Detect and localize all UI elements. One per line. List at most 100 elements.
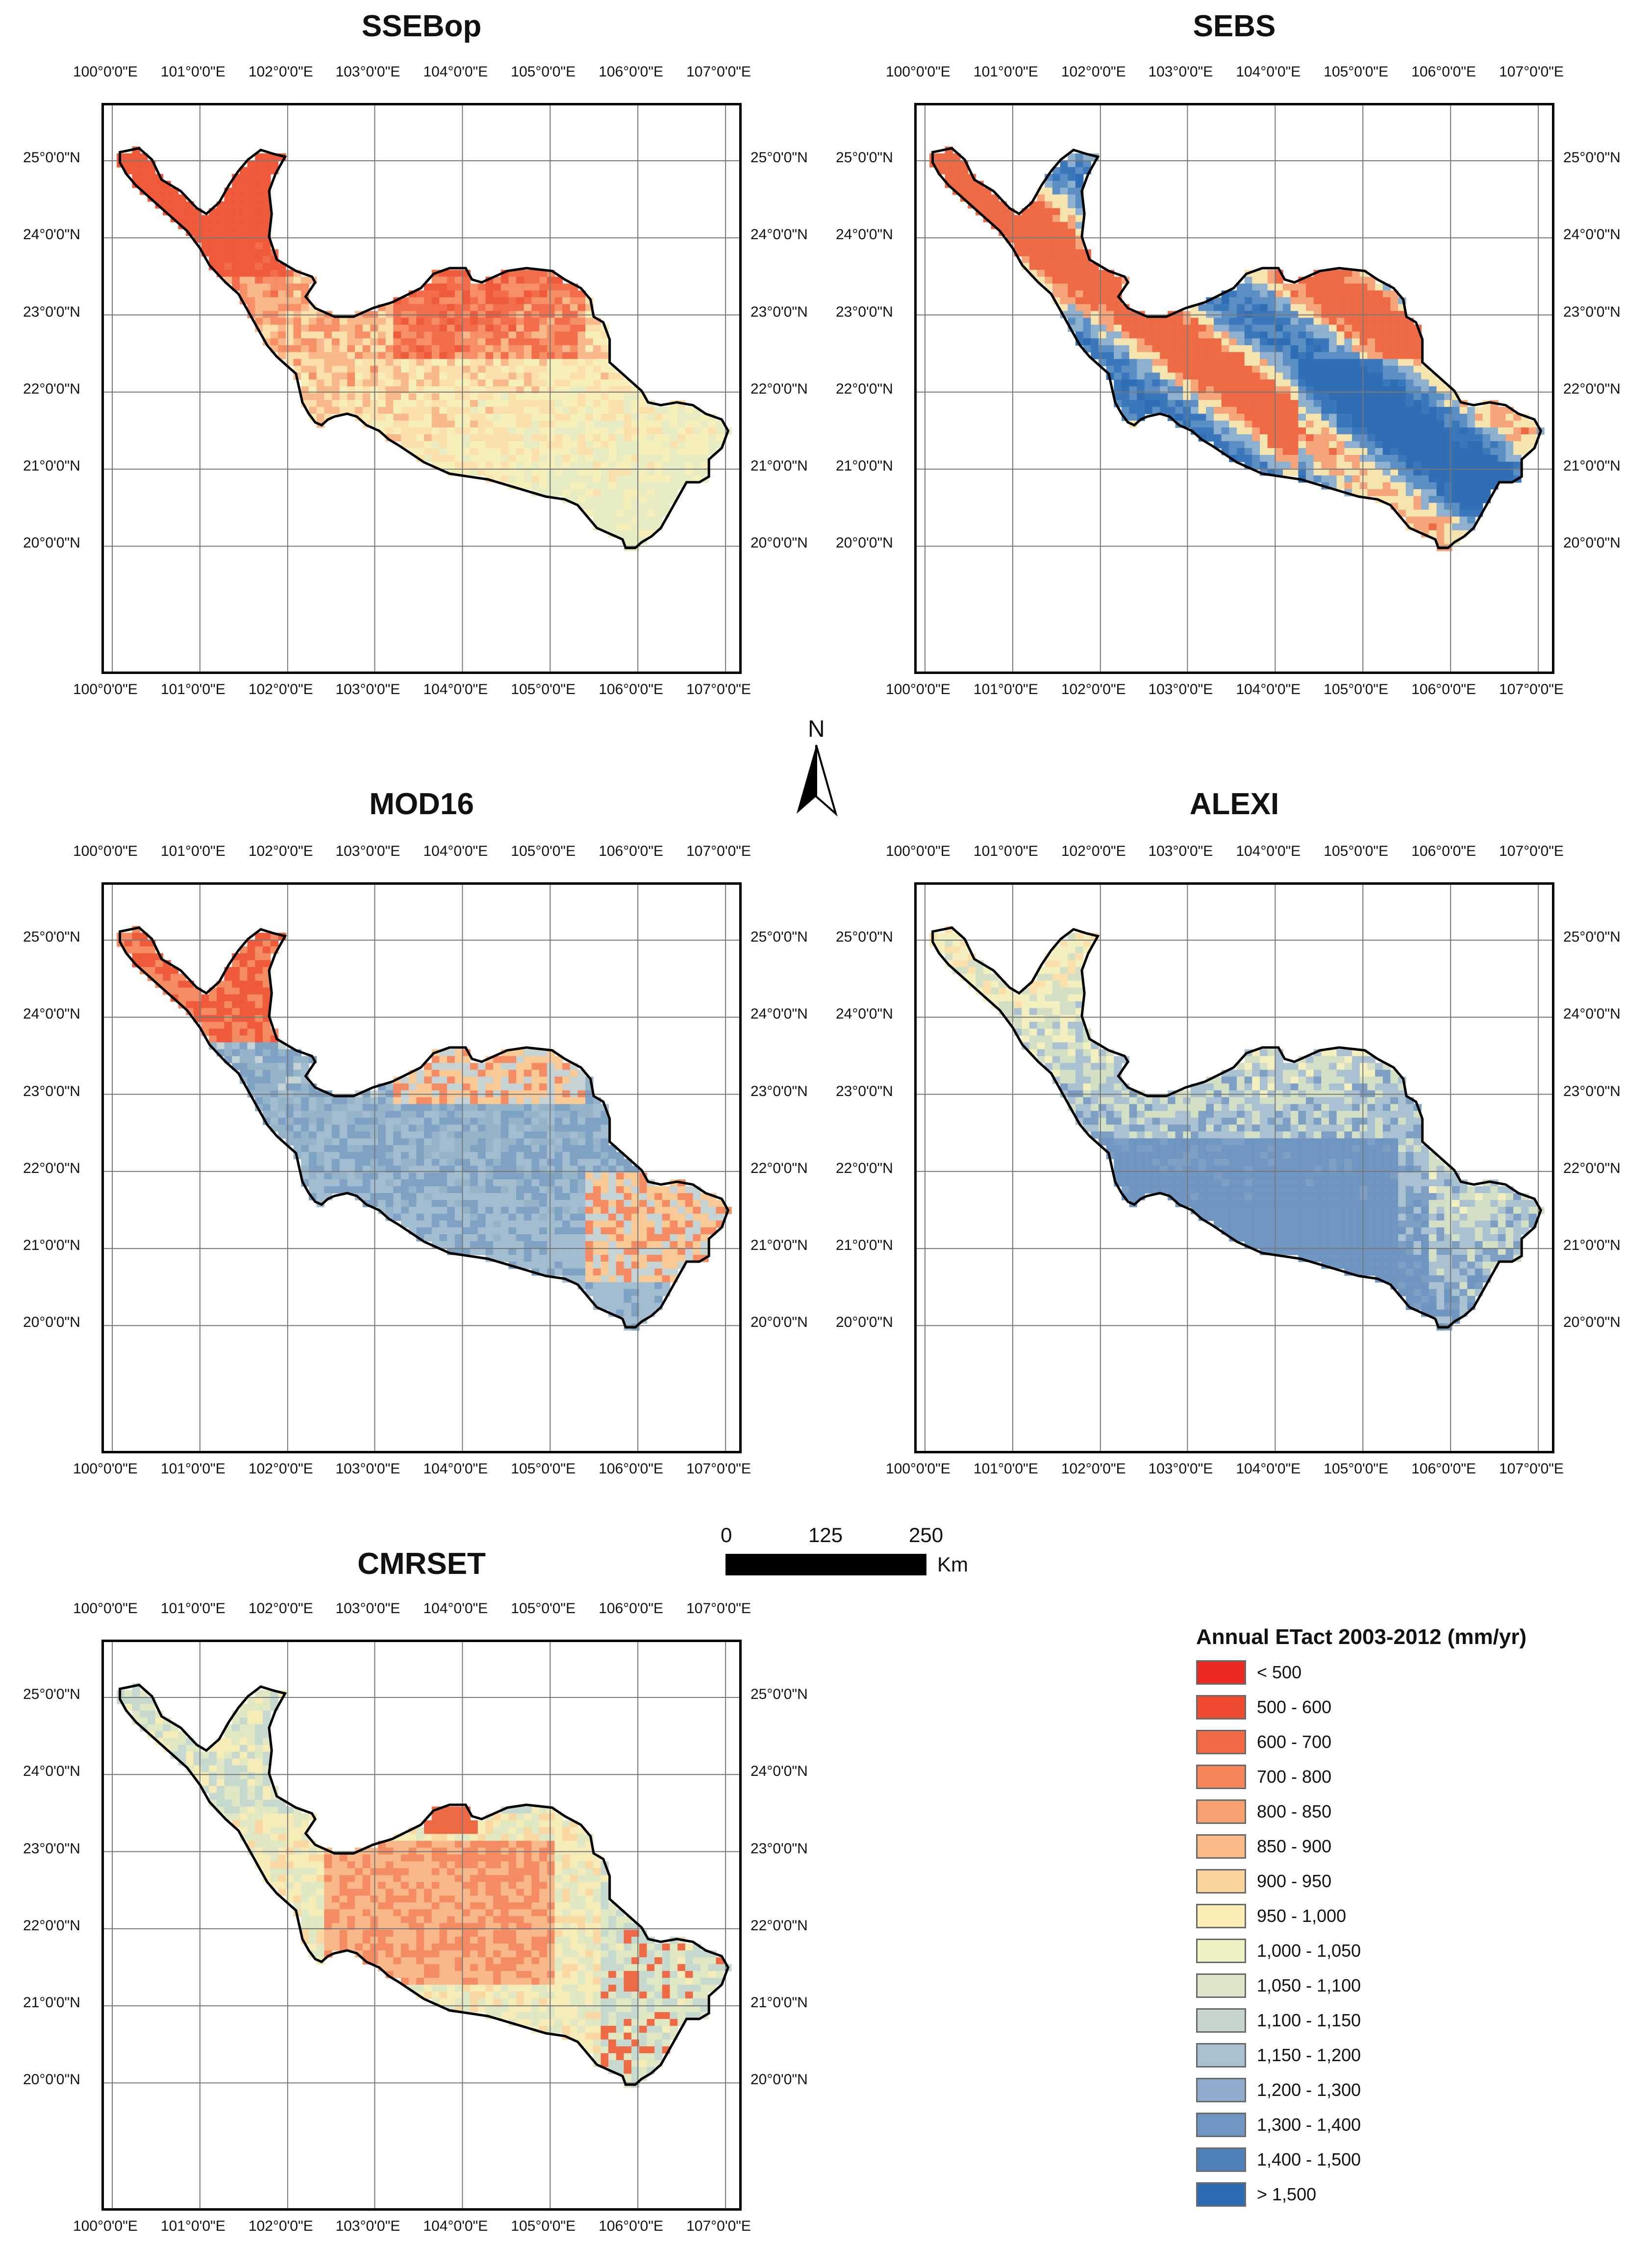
latitude-label: 22°0'0"N [23, 1160, 80, 1176]
longitude-label: 106°0'0"E [1411, 1461, 1476, 1477]
latitude-label: 22°0'0"N [1563, 1160, 1621, 1176]
et-raster [929, 146, 1545, 551]
latitude-label: 22°0'0"N [750, 1160, 808, 1176]
longitude-label: 103°0'0"E [335, 1461, 400, 1477]
latitude-label: 25°0'0"N [836, 150, 893, 166]
longitude-label: 105°0'0"E [511, 843, 576, 859]
legend-swatch [1196, 1765, 1246, 1789]
legend-swatch [1196, 2008, 1246, 2033]
latitude-label: 23°0'0"N [1563, 1083, 1621, 1099]
latitude-label: 23°0'0"N [23, 303, 80, 320]
legend-swatch [1196, 2043, 1246, 2068]
latitude-label: 21°0'0"N [1563, 458, 1621, 474]
north-arrow-icon [794, 716, 838, 821]
longitude-label: 102°0'0"E [1061, 843, 1126, 859]
latitude-label: 22°0'0"N [23, 380, 80, 397]
latitude-label: 24°0'0"N [836, 226, 893, 243]
legend-label: 500 - 600 [1257, 1697, 1332, 1717]
longitude-label: 103°0'0"E [335, 64, 400, 80]
longitude-label: 104°0'0"E [1236, 1461, 1301, 1477]
map-canvas [104, 1642, 739, 2208]
latitude-label: 22°0'0"N [836, 1160, 893, 1176]
longitude-label: 100°0'0"E [73, 64, 138, 80]
longitude-label: 102°0'0"E [248, 1461, 313, 1477]
longitude-label: 101°0'0"E [973, 843, 1038, 859]
latitude-label: 24°0'0"N [23, 1763, 80, 1780]
legend-swatch [1196, 2147, 1246, 2172]
longitude-label: 100°0'0"E [885, 64, 950, 80]
latitude-label: 24°0'0"N [1563, 1006, 1621, 1022]
et-raster [117, 146, 732, 551]
longitude-label: 100°0'0"E [73, 1461, 138, 1477]
longitude-label: 102°0'0"E [1061, 1461, 1126, 1477]
longitude-label: 104°0'0"E [423, 64, 488, 80]
latitude-label: 25°0'0"N [750, 929, 808, 945]
latitude-label: 20°0'0"N [23, 1314, 80, 1331]
longitude-label: 106°0'0"E [599, 1461, 664, 1477]
latitude-label: 24°0'0"N [1563, 226, 1621, 243]
map-frame [101, 1640, 742, 2211]
legend-swatch [1196, 1660, 1246, 1685]
legend-swatch [1196, 1904, 1246, 1928]
longitude-label: 101°0'0"E [160, 2218, 225, 2234]
latitude-label: 25°0'0"N [23, 150, 80, 166]
latitude-label: 23°0'0"N [750, 1083, 808, 1099]
legend-label: 800 - 850 [1257, 1801, 1332, 1821]
latitude-label: 21°0'0"N [750, 1994, 808, 2011]
legend-label: 1,150 - 1,200 [1257, 2045, 1361, 2065]
legend-swatch [1196, 2078, 1246, 2102]
latitude-label: 22°0'0"N [836, 380, 893, 397]
latitude-label: 20°0'0"N [1563, 1314, 1621, 1331]
et-raster [117, 1683, 732, 2088]
longitude-label: 107°0'0"E [686, 843, 751, 859]
longitude-label: 107°0'0"E [686, 1600, 751, 1617]
latitude-label: 20°0'0"N [836, 535, 893, 551]
longitude-label: 104°0'0"E [1236, 64, 1301, 80]
longitude-label: 101°0'0"E [160, 843, 225, 859]
longitude-label: 105°0'0"E [1324, 1461, 1389, 1477]
longitude-label: 107°0'0"E [1499, 843, 1564, 859]
latitude-label: 22°0'0"N [23, 1917, 80, 1934]
map-canvas [104, 885, 739, 1451]
latitude-label: 23°0'0"N [750, 303, 808, 320]
legend-label: > 1,500 [1257, 2184, 1317, 2204]
longitude-label: 103°0'0"E [1148, 64, 1213, 80]
longitude-label: 105°0'0"E [511, 1461, 576, 1477]
latitude-label: 20°0'0"N [1563, 535, 1621, 551]
legend-swatch [1196, 1695, 1246, 1720]
longitude-label: 105°0'0"E [511, 64, 576, 80]
longitude-label: 100°0'0"E [73, 681, 138, 698]
longitude-label: 105°0'0"E [511, 1600, 576, 1617]
latitude-label: 24°0'0"N [23, 226, 80, 243]
legend-swatch [1196, 1973, 1246, 1998]
et-raster [117, 925, 732, 1331]
scale-unit-label: Km [937, 1553, 968, 1576]
legend-label: 1,400 - 1,500 [1257, 2149, 1361, 2169]
longitude-label: 104°0'0"E [423, 843, 488, 859]
latitude-label: 21°0'0"N [836, 458, 893, 474]
map-canvas [917, 885, 1552, 1451]
longitude-label: 103°0'0"E [1148, 843, 1213, 859]
legend-swatch [1196, 1834, 1246, 1859]
latitude-label: 21°0'0"N [836, 1237, 893, 1254]
legend-label: 1,100 - 1,150 [1257, 2010, 1361, 2030]
longitude-label: 102°0'0"E [248, 681, 313, 698]
latitude-label: 23°0'0"N [23, 1083, 80, 1099]
longitude-label: 101°0'0"E [160, 1600, 225, 1617]
latitude-label: 23°0'0"N [750, 1840, 808, 1857]
latitude-label: 22°0'0"N [750, 1917, 808, 1934]
longitude-label: 107°0'0"E [1499, 64, 1564, 80]
latitude-label: 20°0'0"N [750, 535, 808, 551]
latitude-label: 24°0'0"N [750, 226, 808, 243]
longitude-label: 101°0'0"E [160, 64, 225, 80]
longitude-label: 103°0'0"E [335, 2218, 400, 2234]
legend-label: 1,050 - 1,100 [1257, 1975, 1361, 1995]
latitude-label: 23°0'0"N [836, 303, 893, 320]
basin-boundary [119, 926, 730, 1329]
latitude-label: 25°0'0"N [23, 1686, 80, 1702]
basin-boundary [119, 1683, 730, 2086]
scale-tick-label: 125 [808, 1523, 843, 1546]
legend-swatch [1196, 1730, 1246, 1754]
longitude-label: 104°0'0"E [1236, 681, 1301, 698]
map-frame [914, 882, 1554, 1453]
